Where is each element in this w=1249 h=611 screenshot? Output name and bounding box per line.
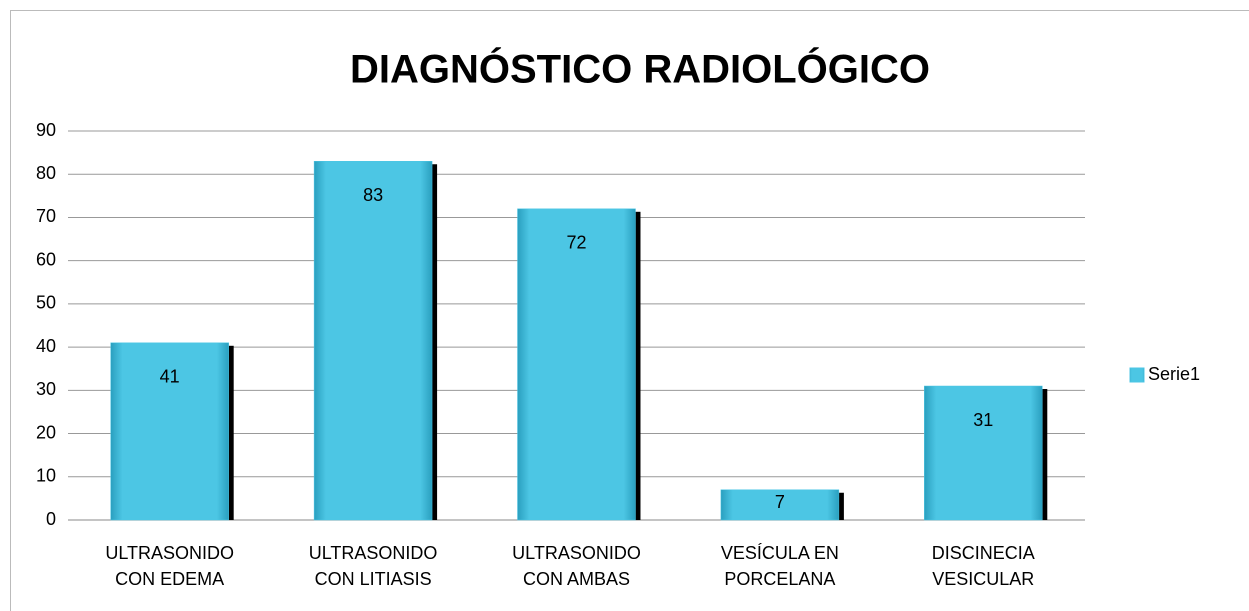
y-tick-label: 80: [36, 163, 56, 183]
y-tick-label: 60: [36, 249, 56, 269]
y-tick-label: 40: [36, 336, 56, 356]
x-tick-label: VESÍCULA EN PORCELANA: [720, 543, 839, 589]
chart-title: DIAGNÓSTICO RADIOLÓGICO: [350, 46, 930, 92]
y-tick-label: 20: [36, 422, 56, 442]
y-tick-label: 0: [46, 509, 56, 529]
x-tick-label: ULTRASONIDO CON AMBAS: [512, 543, 641, 589]
y-tick-label: 10: [36, 466, 56, 486]
y-tick-label: 70: [36, 206, 56, 226]
legend-label: Serie1: [1148, 364, 1200, 384]
bar: [313, 161, 433, 521]
data-label: 31: [973, 410, 993, 430]
data-label: 7: [775, 492, 785, 512]
data-label: 72: [566, 233, 586, 253]
bar: [924, 385, 1043, 521]
y-tick-label: 50: [36, 293, 56, 313]
data-label: 83: [363, 185, 383, 205]
y-tick-label: 90: [36, 120, 56, 140]
bar: [110, 342, 229, 521]
data-label: 41: [160, 367, 180, 387]
bar: [517, 208, 636, 521]
x-tick-label: ULTRASONIDO CON EDEMA: [105, 543, 235, 589]
x-tick-label: DISCINECIA VESICULAR: [931, 543, 1035, 589]
x-tick-label: ULTRASONIDO CON LITIASIS: [308, 543, 438, 589]
legend-swatch: [1129, 367, 1145, 383]
bar: [720, 489, 840, 521]
y-tick-label: 30: [36, 379, 56, 399]
chart-border: [10, 10, 1249, 611]
